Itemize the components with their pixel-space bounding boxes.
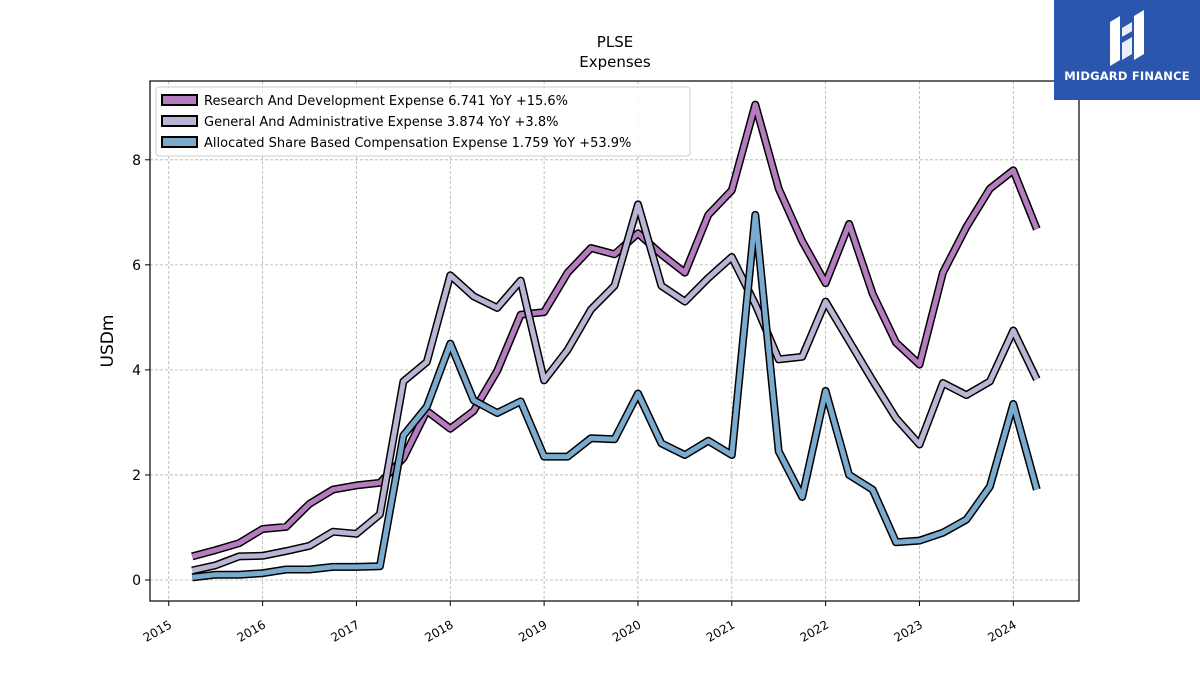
series-line-1: [191, 100, 1041, 561]
x-axis: 2015 2016 2017 2018 2019 2020 2021 2022 2023 2024: [141, 601, 1019, 645]
series-outline: [191, 200, 1041, 575]
y-axis: 0 2 4 6 8: [132, 153, 150, 589]
x-tick-label: 2023: [892, 617, 925, 644]
legend-swatch: [161, 115, 198, 127]
midgard-logo-icon: [1110, 10, 1144, 66]
x-tick-label: 2020: [610, 617, 643, 644]
series-stroke: [191, 102, 1040, 559]
y-tick-label: 0: [132, 573, 141, 589]
brand-name: MIDGARD FINANCE: [1064, 69, 1190, 83]
x-tick-label: 2017: [328, 617, 361, 644]
series-line-2: [191, 200, 1041, 575]
legend-label: Allocated Share Based Compensation Expen…: [204, 136, 631, 151]
plot-frame: [149, 80, 1080, 602]
legend-box: [155, 86, 691, 157]
x-tick-label: 2021: [704, 617, 737, 644]
series-line-3: [191, 210, 1041, 582]
legend-label: Research And Development Expense 6.741 Y…: [204, 94, 568, 109]
series-stroke: [191, 201, 1040, 573]
y-tick-label: 2: [132, 468, 141, 484]
y-tick-label: 8: [132, 153, 141, 169]
x-tick-label: 2016: [235, 617, 268, 644]
series-stroke: [191, 212, 1040, 580]
x-tick-label: 2022: [798, 617, 831, 644]
y-tick-label: 6: [132, 258, 141, 274]
legend-swatch: [161, 94, 198, 106]
series-outline: [191, 100, 1041, 561]
legend: Research And Development Expense 6.741 Y…: [155, 86, 691, 157]
x-tick-label: 2024: [985, 617, 1018, 644]
series-outline: [191, 210, 1041, 582]
midgard-finance-logo: MIDGARD FINANCE: [1054, 0, 1200, 100]
chart-title: PLSE: [597, 33, 633, 51]
y-axis-label: USDm: [98, 315, 118, 368]
x-tick-label: 2015: [141, 617, 174, 644]
legend-swatch: [161, 136, 198, 148]
chart-subtitle: Expenses: [579, 53, 651, 71]
x-tick-label: 2018: [422, 617, 455, 644]
x-tick-label: 2019: [516, 617, 549, 644]
series-lines: [191, 100, 1041, 582]
legend-label: General And Administrative Expense 3.874…: [204, 115, 558, 130]
y-tick-label: 4: [132, 363, 141, 379]
